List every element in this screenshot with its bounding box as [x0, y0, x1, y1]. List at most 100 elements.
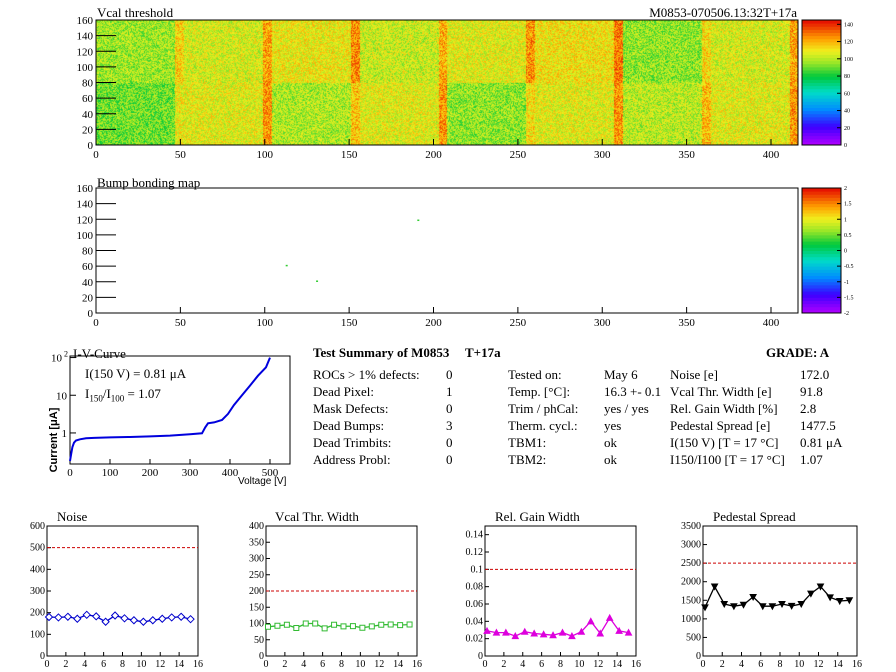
- vcal-map-title: Vcal threshold: [97, 5, 174, 20]
- bump-map-ytick-label: 0: [88, 308, 94, 320]
- summary-value: yes / yes: [604, 401, 649, 416]
- vcal-colorbar-band: [802, 51, 841, 55]
- summary-value: ok: [604, 435, 617, 450]
- summary-label: Rel. Gain Width [%]: [670, 401, 778, 416]
- bump-colorbar-band: [802, 188, 841, 192]
- summary-value: 0: [446, 435, 453, 450]
- chart3-xtick-label: 2: [720, 659, 725, 670]
- bump-map-xtick-label: 100: [257, 317, 274, 329]
- pedestal-title: Pedestal Spread: [713, 509, 796, 524]
- chart3-data-point: [758, 603, 767, 611]
- chart2-xtick-label: 2: [501, 659, 506, 670]
- vcal-map-xtick-label: 0: [93, 149, 99, 161]
- chart1-data-point: [274, 622, 281, 629]
- bump-map-xtick-label: 400: [763, 317, 780, 329]
- summary-value: 2.8: [800, 401, 817, 416]
- chart1-data-point: [378, 621, 385, 628]
- summary-label: Trim / phCal:: [508, 401, 579, 416]
- bump-colorbar-tick-label: -2: [844, 311, 849, 317]
- vcal-colorbar-band: [802, 45, 841, 49]
- bump-colorbar-band: [802, 291, 841, 295]
- chart0-data-point: [148, 616, 158, 625]
- bump-colorbar-band: [802, 203, 841, 208]
- chart3-data-point: [701, 604, 709, 612]
- chart0-xtick-label: 4: [82, 659, 87, 670]
- chart3-xtick-label: 6: [758, 659, 763, 670]
- summary-label: I150/I100 [T = 17 °C]: [670, 452, 785, 467]
- vcal-colorbar-band: [802, 63, 841, 68]
- bump-colorbar-band: [802, 297, 841, 301]
- vcal-map-ytick-label: 60: [82, 93, 94, 105]
- vcal-colorbar-band: [802, 120, 841, 124]
- chart3-ytick-label: 500: [686, 632, 701, 643]
- bump-map-ytick-label: 120: [77, 214, 94, 226]
- chart0-data-point: [158, 614, 167, 623]
- vcal-colorbar-frame: [801, 19, 842, 146]
- chart0-data-point: [54, 613, 63, 622]
- vcal-map-frame: [95, 19, 799, 146]
- bump-map-xtick-label: 50: [175, 317, 187, 329]
- iv-ytick-label: 10: [56, 390, 68, 402]
- vcal-map-xtick-label: 350: [678, 149, 695, 161]
- chart1-ytick-label: 400: [249, 521, 264, 532]
- summary-label: I(150 V) [T = 17 °C]: [670, 435, 779, 450]
- summary-title: Test Summary of M0853: [313, 345, 450, 360]
- summary-value: 1.07: [800, 452, 823, 467]
- bump-map-ytick-label: 40: [82, 277, 94, 289]
- vcal-colorbar-tick-label: 40: [844, 109, 850, 115]
- chart1-xtick-label: 16: [412, 659, 422, 670]
- chart2-data-point: [483, 626, 491, 634]
- bump-colorbar-band: [802, 250, 841, 255]
- chart3-series-line: [704, 585, 850, 608]
- module-id-label: M0853-070506.13:32T+17a: [649, 5, 797, 20]
- chart0-xtick-label: 0: [45, 659, 50, 670]
- summary-label: Pedestal Spread [e]: [670, 418, 771, 433]
- summary-value: 172.0: [800, 367, 830, 382]
- chart1-xtick-label: 4: [301, 659, 306, 670]
- bump-colorbar-band: [802, 228, 841, 233]
- bump-map-ytick-label: 100: [77, 230, 94, 242]
- chart1-ytick-label: 150: [249, 602, 264, 613]
- vcal-colorbar-band: [802, 48, 841, 52]
- vcal-map-ytick-label: 100: [77, 62, 94, 74]
- bump-map-title: Bump bonding map: [97, 175, 201, 190]
- bump-colorbar-tick-label: -1.5: [844, 295, 854, 301]
- bump-colorbar-band: [802, 269, 841, 273]
- bump-colorbar-tick-label: 0: [844, 249, 847, 255]
- chart1-xtick-label: 8: [339, 659, 344, 670]
- chart1-data-point: [331, 621, 338, 628]
- vcal-map-ytick-label: 120: [77, 46, 94, 58]
- chart3-data-point: [768, 603, 777, 611]
- rel-gain-title: Rel. Gain Width: [495, 509, 580, 524]
- bump-colorbar-band: [802, 278, 841, 283]
- bump-colorbar-band: [802, 247, 841, 251]
- chart3-data-point: [730, 603, 738, 611]
- chart3-xtick-label: 10: [794, 659, 804, 670]
- bump-colorbar-band: [802, 306, 841, 311]
- summary-label: Temp. [°C]:: [508, 384, 571, 399]
- bump-map-bg: [96, 188, 798, 313]
- vcal-colorbar-band: [802, 60, 841, 65]
- summary-label: Noise [e]: [670, 367, 719, 382]
- chart1-data-point: [321, 625, 328, 632]
- vcal-width-title: Vcal Thr. Width: [275, 509, 359, 524]
- chart1-data-point: [312, 620, 319, 627]
- bump-map-ytick-label: 20: [82, 292, 94, 304]
- vcal-colorbar-band: [802, 73, 841, 77]
- bump-map-xtick-label: 200: [425, 317, 442, 329]
- iv-annotation-i150: I(150 V) = 0.81 μA: [85, 366, 187, 381]
- chart2-data-point: [511, 632, 520, 640]
- bump-colorbar-band: [802, 294, 841, 298]
- vcal-map-xtick-label: 50: [175, 149, 187, 161]
- chart3-ytick-label: 1500: [681, 595, 701, 606]
- vcal-colorbar-band: [802, 23, 841, 27]
- bump-colorbar-band: [802, 303, 841, 308]
- vcal-colorbar-band: [802, 116, 841, 121]
- vcal-colorbar-band: [802, 76, 841, 80]
- ratio-sub2: 100: [110, 393, 125, 404]
- chart3-xtick-label: 14: [833, 659, 843, 670]
- bump-colorbar-band: [802, 300, 841, 305]
- bump-colorbar-band: [802, 263, 841, 267]
- iv-ytick-label: 1: [62, 428, 68, 440]
